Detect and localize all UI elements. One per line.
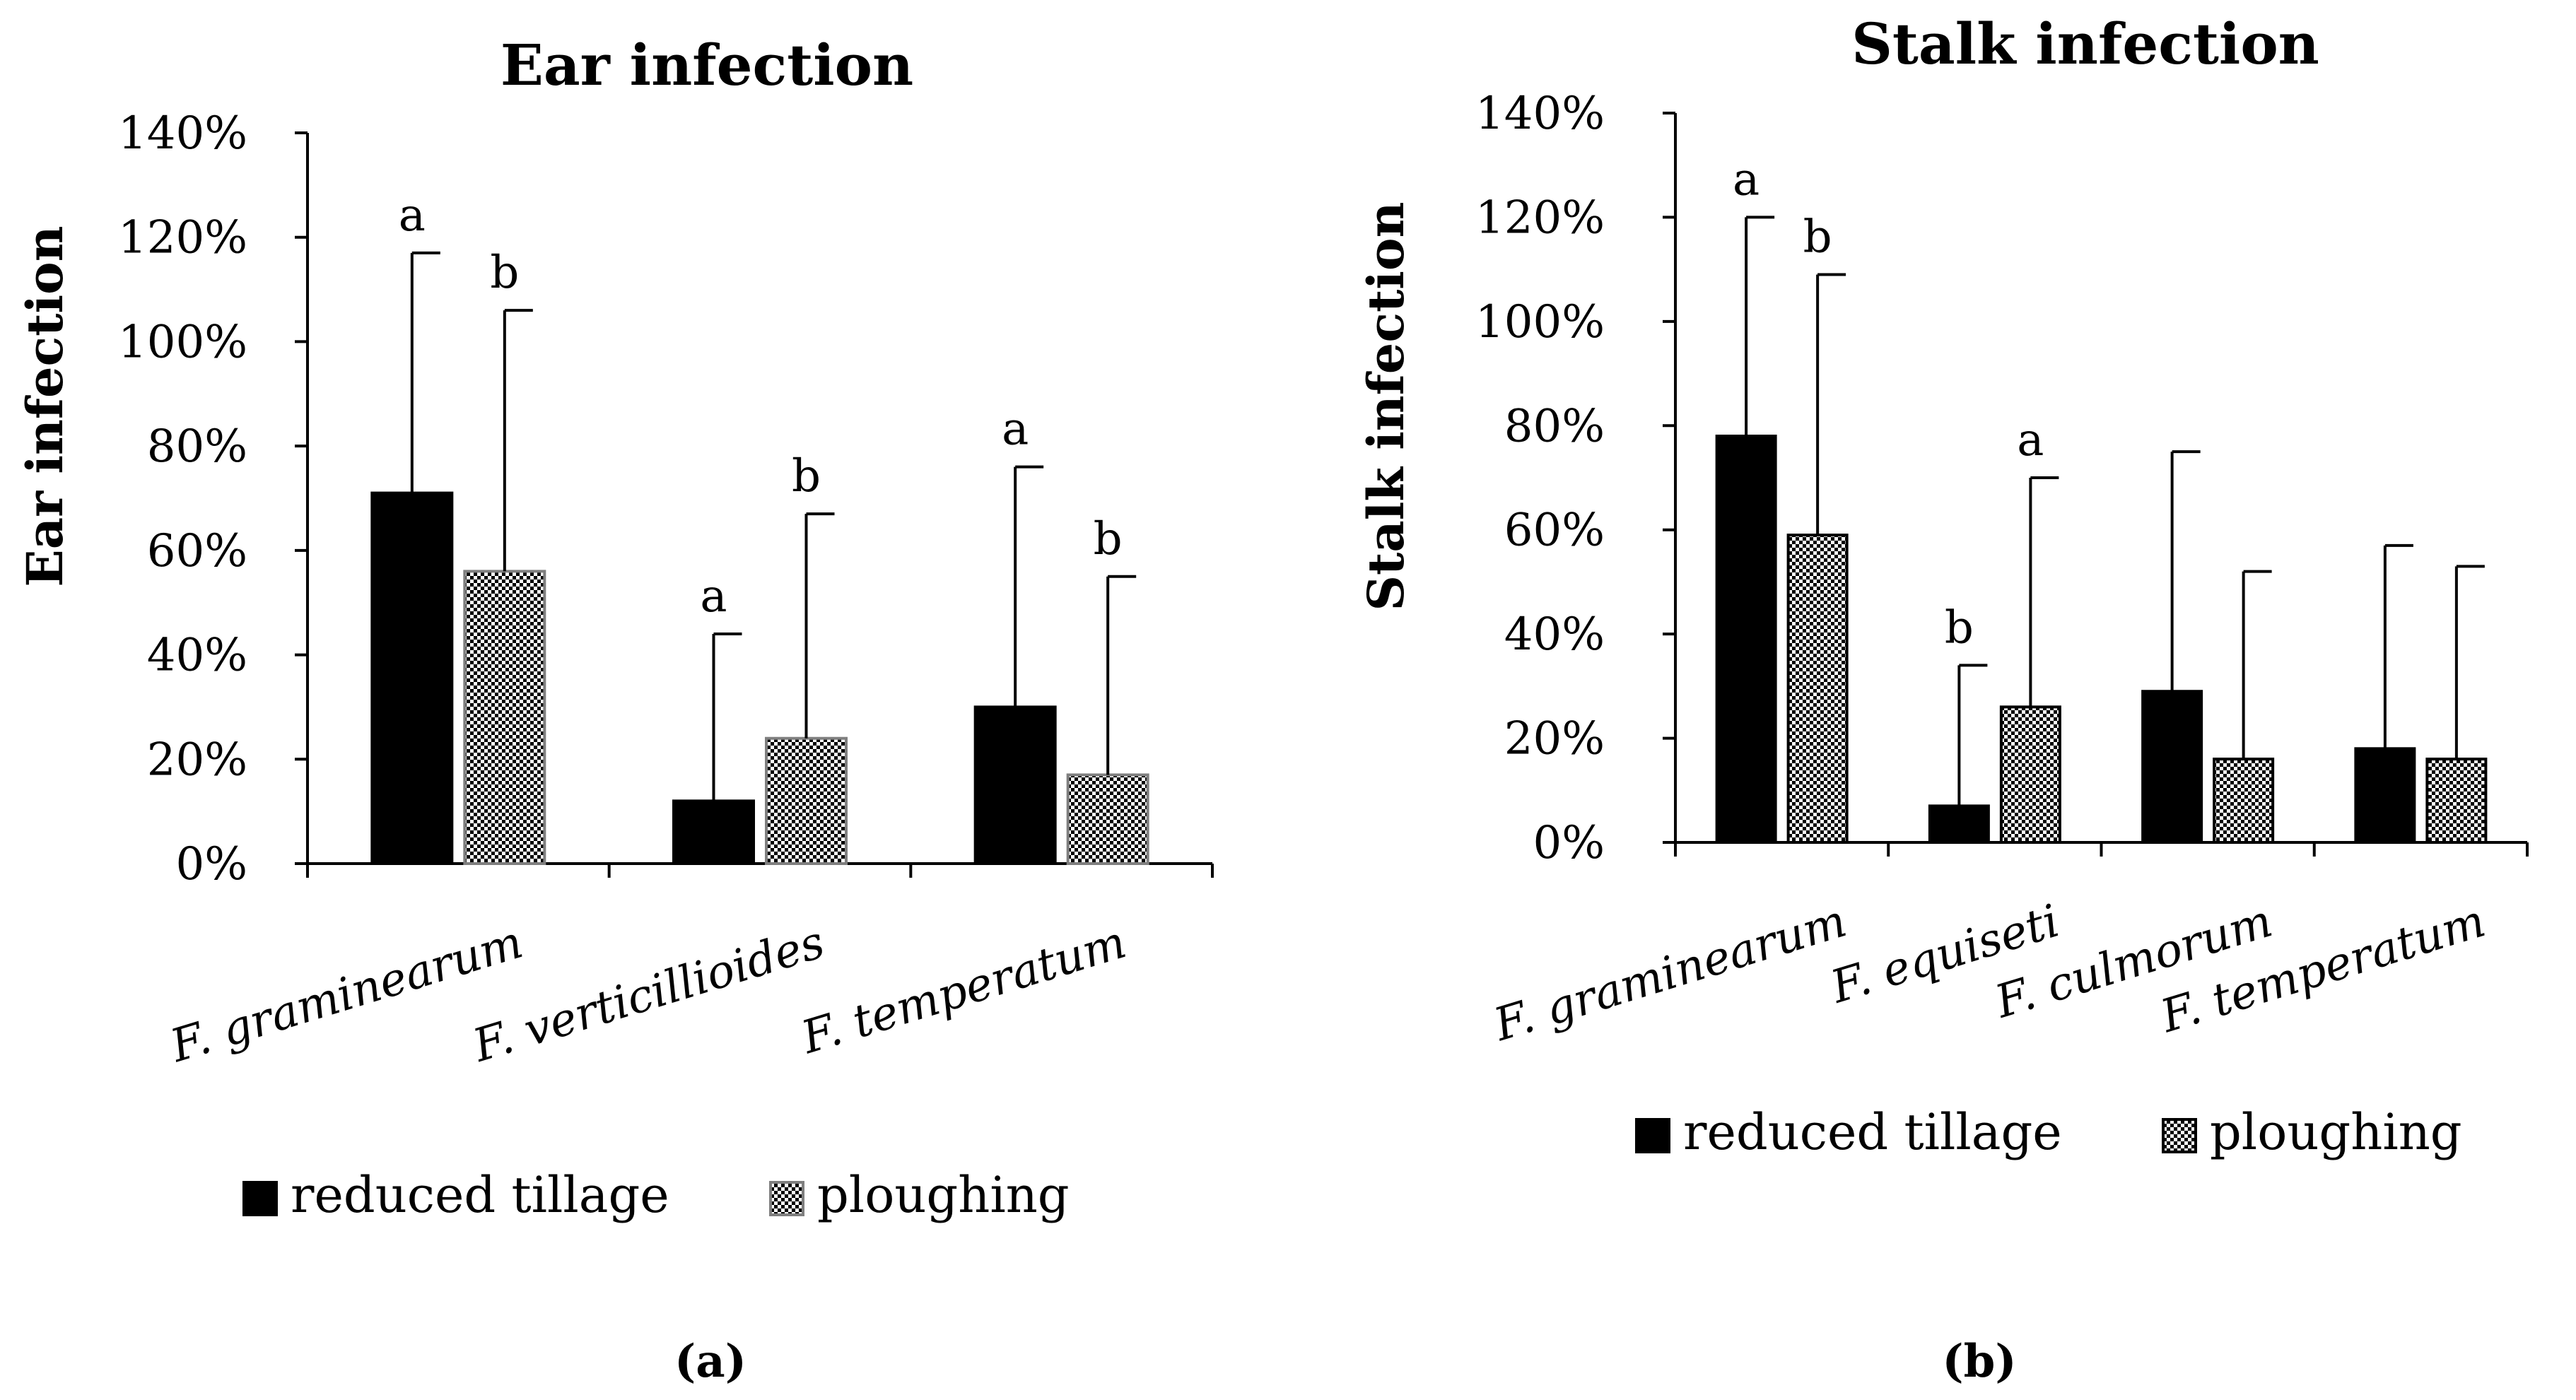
ear-y-tick-label: 120% bbox=[118, 212, 247, 264]
stalk-y-tick-label: 40% bbox=[1504, 608, 1605, 661]
ear-significance-f-verticillioides-reduced-tillage: a bbox=[700, 570, 727, 623]
stalk-significance-f-equiseti-reduced-tillage: b bbox=[1945, 601, 1974, 654]
ear-legend-swatch-ploughing bbox=[769, 1181, 804, 1216]
stalk-panel-label: (b) bbox=[1942, 1335, 2016, 1388]
stalk-bar-f-culmorum-ploughing bbox=[2213, 758, 2275, 844]
ear-y-tick-label: 80% bbox=[147, 420, 247, 473]
stalk-y-tick-label: 140% bbox=[1475, 88, 1605, 140]
ear-y-tick-label: 100% bbox=[118, 316, 247, 368]
stalk-significance-f-graminearum-reduced-tillage: a bbox=[1733, 153, 1760, 206]
ear-significance-f-graminearum-reduced-tillage: a bbox=[399, 189, 426, 242]
stalk-bar-f-equiseti-ploughing bbox=[1999, 705, 2061, 844]
stalk-significance-f-graminearum-ploughing: b bbox=[1803, 211, 1832, 264]
stalk-y-tick-label: 80% bbox=[1504, 400, 1605, 452]
stalk-bar-f-culmorum-reduced-tillage bbox=[2141, 690, 2203, 844]
ear-significance-f-verticillioides-ploughing: b bbox=[792, 450, 821, 502]
ear-bar-f-graminearum-reduced-tillage bbox=[370, 491, 454, 865]
ear-x-category-label: F. graminearum bbox=[164, 917, 529, 1073]
stalk-x-category-label: F. graminearum bbox=[1487, 895, 1852, 1052]
ear-bar-f-verticillioides-reduced-tillage bbox=[672, 799, 755, 866]
ear-legend-label-reduced-tillage: reduced tillage bbox=[291, 1166, 669, 1224]
chart-ear-infection: Ear infection Ear infection 0% 20% 40% 60% 80%… bbox=[16, 32, 1214, 1388]
ear-chart-title: Ear infection bbox=[500, 32, 913, 98]
stalk-y-axis-label: Stalk infection bbox=[1357, 202, 1415, 611]
stalk-y-tick-label: 100% bbox=[1475, 296, 1605, 348]
stalk-y-tick-label: 60% bbox=[1504, 505, 1605, 557]
ear-y-axis-label: Ear infection bbox=[16, 225, 74, 587]
stalk-bar-f-temperatum-ploughing bbox=[2425, 758, 2488, 844]
stalk-y-tick-label: 0% bbox=[1533, 817, 1605, 869]
ear-y-tick-label: 0% bbox=[175, 838, 247, 890]
ear-y-tick-label: 140% bbox=[118, 107, 247, 160]
ear-x-category-label: F. verticillioides bbox=[467, 917, 830, 1073]
ear-y-tick-label: 40% bbox=[147, 630, 247, 682]
stalk-legend-swatch-reduced-tillage bbox=[1635, 1118, 1670, 1153]
ear-panel-label: (a) bbox=[674, 1335, 747, 1388]
ear-bar-f-temperatum-ploughing bbox=[1066, 773, 1149, 866]
ear-x-category-label: F. temperatum bbox=[795, 917, 1132, 1065]
ear-significance-f-temperatum-ploughing: b bbox=[1094, 513, 1123, 565]
stalk-significance-f-equiseti-ploughing: a bbox=[2017, 414, 2044, 466]
ear-y-tick-label: 20% bbox=[147, 734, 247, 786]
ear-significance-f-temperatum-reduced-tillage: a bbox=[1002, 404, 1029, 456]
stalk-legend-label-ploughing: ploughing bbox=[2210, 1103, 2462, 1161]
stalk-chart-title: Stalk infection bbox=[1851, 11, 2319, 77]
stalk-y-tick-label: 120% bbox=[1475, 192, 1605, 244]
ear-significance-f-graminearum-ploughing: b bbox=[490, 247, 519, 299]
stalk-bar-f-temperatum-reduced-tillage bbox=[2354, 747, 2416, 845]
stalk-bar-f-graminearum-ploughing bbox=[1786, 534, 1849, 844]
ear-bar-f-graminearum-ploughing bbox=[463, 570, 546, 866]
stalk-legend-swatch-ploughing bbox=[2162, 1118, 2197, 1153]
ear-bar-f-verticillioides-ploughing bbox=[765, 736, 848, 865]
ear-y-tick-label: 60% bbox=[147, 525, 247, 577]
chart-stalk-infection: Stalk infection Stalk infection 0% 20% 40% 60… bbox=[1357, 11, 2529, 1388]
stalk-bar-f-equiseti-reduced-tillage bbox=[1928, 804, 1990, 845]
ear-legend-label-ploughing: ploughing bbox=[817, 1166, 1070, 1224]
ear-bar-f-temperatum-reduced-tillage bbox=[973, 705, 1057, 866]
stalk-legend-label-reduced-tillage: reduced tillage bbox=[1683, 1103, 2062, 1161]
ear-legend-swatch-reduced-tillage bbox=[242, 1181, 278, 1216]
stalk-bar-f-graminearum-reduced-tillage bbox=[1715, 435, 1777, 844]
stalk-y-tick-label: 20% bbox=[1504, 713, 1605, 765]
